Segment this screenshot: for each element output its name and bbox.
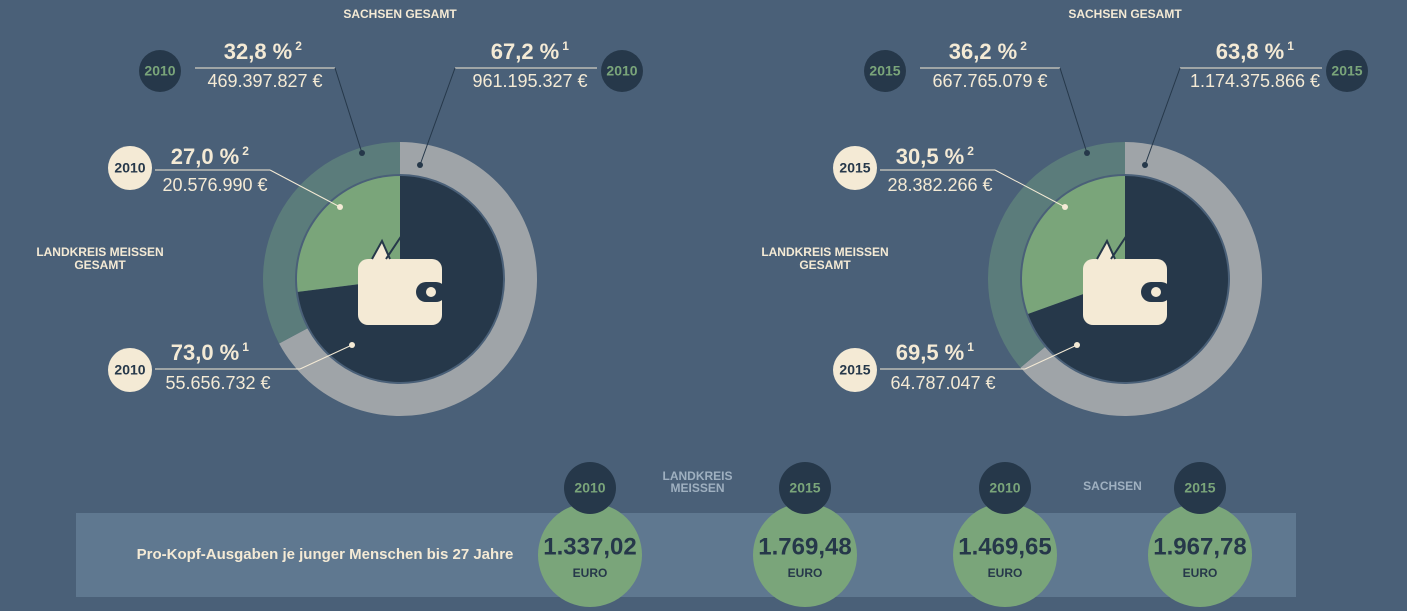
- percent-label: 69,5 %: [896, 340, 965, 365]
- footnote: 1: [242, 340, 249, 354]
- per-capita-value: 1.967,78: [1153, 533, 1246, 560]
- leader: [1059, 67, 1088, 154]
- percent-label: 73,0 %: [171, 340, 240, 365]
- footnote: 1: [562, 39, 569, 53]
- group-label-box: SACHSEN: [1083, 479, 1142, 493]
- year-badge: [139, 50, 181, 92]
- wallet-icon: [1096, 234, 1128, 260]
- group-label: LANDKREIS MEISSEN: [662, 470, 733, 495]
- year-label: 2010: [606, 63, 637, 79]
- inner-title: LANDKREIS MEISSEN GESAMT: [761, 246, 889, 272]
- amount-label: 961.195.327 €: [472, 71, 587, 91]
- value-circle: [1148, 503, 1252, 607]
- value-circle: [538, 503, 642, 607]
- leader: [419, 67, 456, 166]
- leader-dot: [1084, 150, 1090, 156]
- per-capita-label: Pro-Kopf-Ausgaben je junger Menschen bis…: [137, 546, 514, 563]
- year-badge: [108, 348, 152, 392]
- leader-dot: [337, 204, 343, 210]
- percent-label: 36,2 %: [949, 39, 1018, 64]
- chart-title: SACHSEN GESAMT: [343, 7, 457, 21]
- inner-title: LANDKREIS MEISSEN GESAMT: [36, 246, 164, 272]
- year-label: 2010: [114, 362, 145, 378]
- amount-label: 64.787.047 €: [890, 373, 995, 393]
- footnote: 2: [1020, 39, 1027, 53]
- year-label: 2015: [1184, 480, 1215, 496]
- group-label: SACHSEN: [1083, 479, 1142, 493]
- value-circle: [753, 503, 857, 607]
- year-badge: [601, 50, 643, 92]
- amount-label: 667.765.079 €: [932, 71, 1047, 91]
- year-badge: [779, 462, 831, 514]
- per-capita-unit: EURO: [1183, 566, 1218, 580]
- outer-slice: [1020, 142, 1262, 417]
- band: [76, 513, 1296, 597]
- amount-label: 28.382.266 €: [887, 175, 992, 195]
- amount-label: 469.397.827 €: [207, 71, 322, 91]
- leader: [1144, 67, 1181, 166]
- year-label: 2010: [114, 160, 145, 176]
- per-capita-unit: EURO: [573, 566, 608, 580]
- year-label: 2015: [1331, 63, 1362, 79]
- inner-title-box: LANDKREIS MEISSEN GESAMT: [761, 246, 889, 272]
- percent-label: 63,8 %: [1216, 39, 1285, 64]
- year-label: 2015: [869, 63, 900, 79]
- leader-dot: [417, 162, 423, 168]
- per-capita-unit: EURO: [988, 566, 1023, 580]
- outer-slice: [987, 142, 1125, 368]
- percent-label: 32,8 %: [224, 39, 293, 64]
- wallet-icon: [371, 234, 403, 260]
- year-badge: [864, 50, 906, 92]
- leader: [994, 169, 1066, 208]
- leader-dot: [359, 150, 365, 156]
- outer-slice: [263, 142, 400, 344]
- per-capita-value: 1.469,65: [958, 533, 1051, 560]
- leader: [334, 67, 363, 154]
- year-badge: [1174, 462, 1226, 514]
- percent-label: 30,5 %: [896, 144, 965, 169]
- year-badge: [564, 462, 616, 514]
- per-capita-value: 1.337,02: [543, 533, 636, 560]
- leader-dot: [1062, 204, 1068, 210]
- year-badge: [1326, 50, 1368, 92]
- leader-dot: [1142, 162, 1148, 168]
- year-label: 2010: [989, 480, 1020, 496]
- footnote: 2: [295, 39, 302, 53]
- year-label: 2015: [839, 160, 870, 176]
- year-label: 2010: [144, 63, 175, 79]
- year-badge: [108, 146, 152, 190]
- leader-dot: [1074, 342, 1080, 348]
- per-capita-unit: EURO: [788, 566, 823, 580]
- percent-label: 27,0 %: [171, 144, 240, 169]
- footnote: 1: [967, 340, 974, 354]
- year-badge: [979, 462, 1031, 514]
- year-badge: [833, 146, 877, 190]
- value-circle: [953, 503, 1057, 607]
- year-badge: [833, 348, 877, 392]
- wallet-clasp-dot: [426, 287, 436, 297]
- leader-dot: [349, 342, 355, 348]
- year-label: 2015: [789, 480, 820, 496]
- footnote: 2: [242, 144, 249, 158]
- amount-label: 55.656.732 €: [165, 373, 270, 393]
- group-label-box: LANDKREIS MEISSEN: [662, 470, 733, 495]
- leader: [269, 169, 341, 208]
- inner-title-box: LANDKREIS MEISSEN GESAMT: [36, 246, 164, 272]
- percent-label: 67,2 %: [491, 39, 560, 64]
- amount-label: 1.174.375.866 €: [1190, 71, 1320, 91]
- year-label: 2015: [839, 362, 870, 378]
- wallet-clasp-dot: [1151, 287, 1161, 297]
- leader: [1024, 344, 1078, 370]
- wallet-icon: [358, 259, 442, 325]
- per-capita-value: 1.769,48: [758, 533, 851, 560]
- wallet-icon: [1083, 259, 1167, 325]
- footnote: 1: [1287, 39, 1294, 53]
- amount-label: 20.576.990 €: [162, 175, 267, 195]
- year-label: 2010: [574, 480, 605, 496]
- footnote: 2: [967, 144, 974, 158]
- leader: [299, 344, 353, 370]
- chart-title: SACHSEN GESAMT: [1068, 7, 1182, 21]
